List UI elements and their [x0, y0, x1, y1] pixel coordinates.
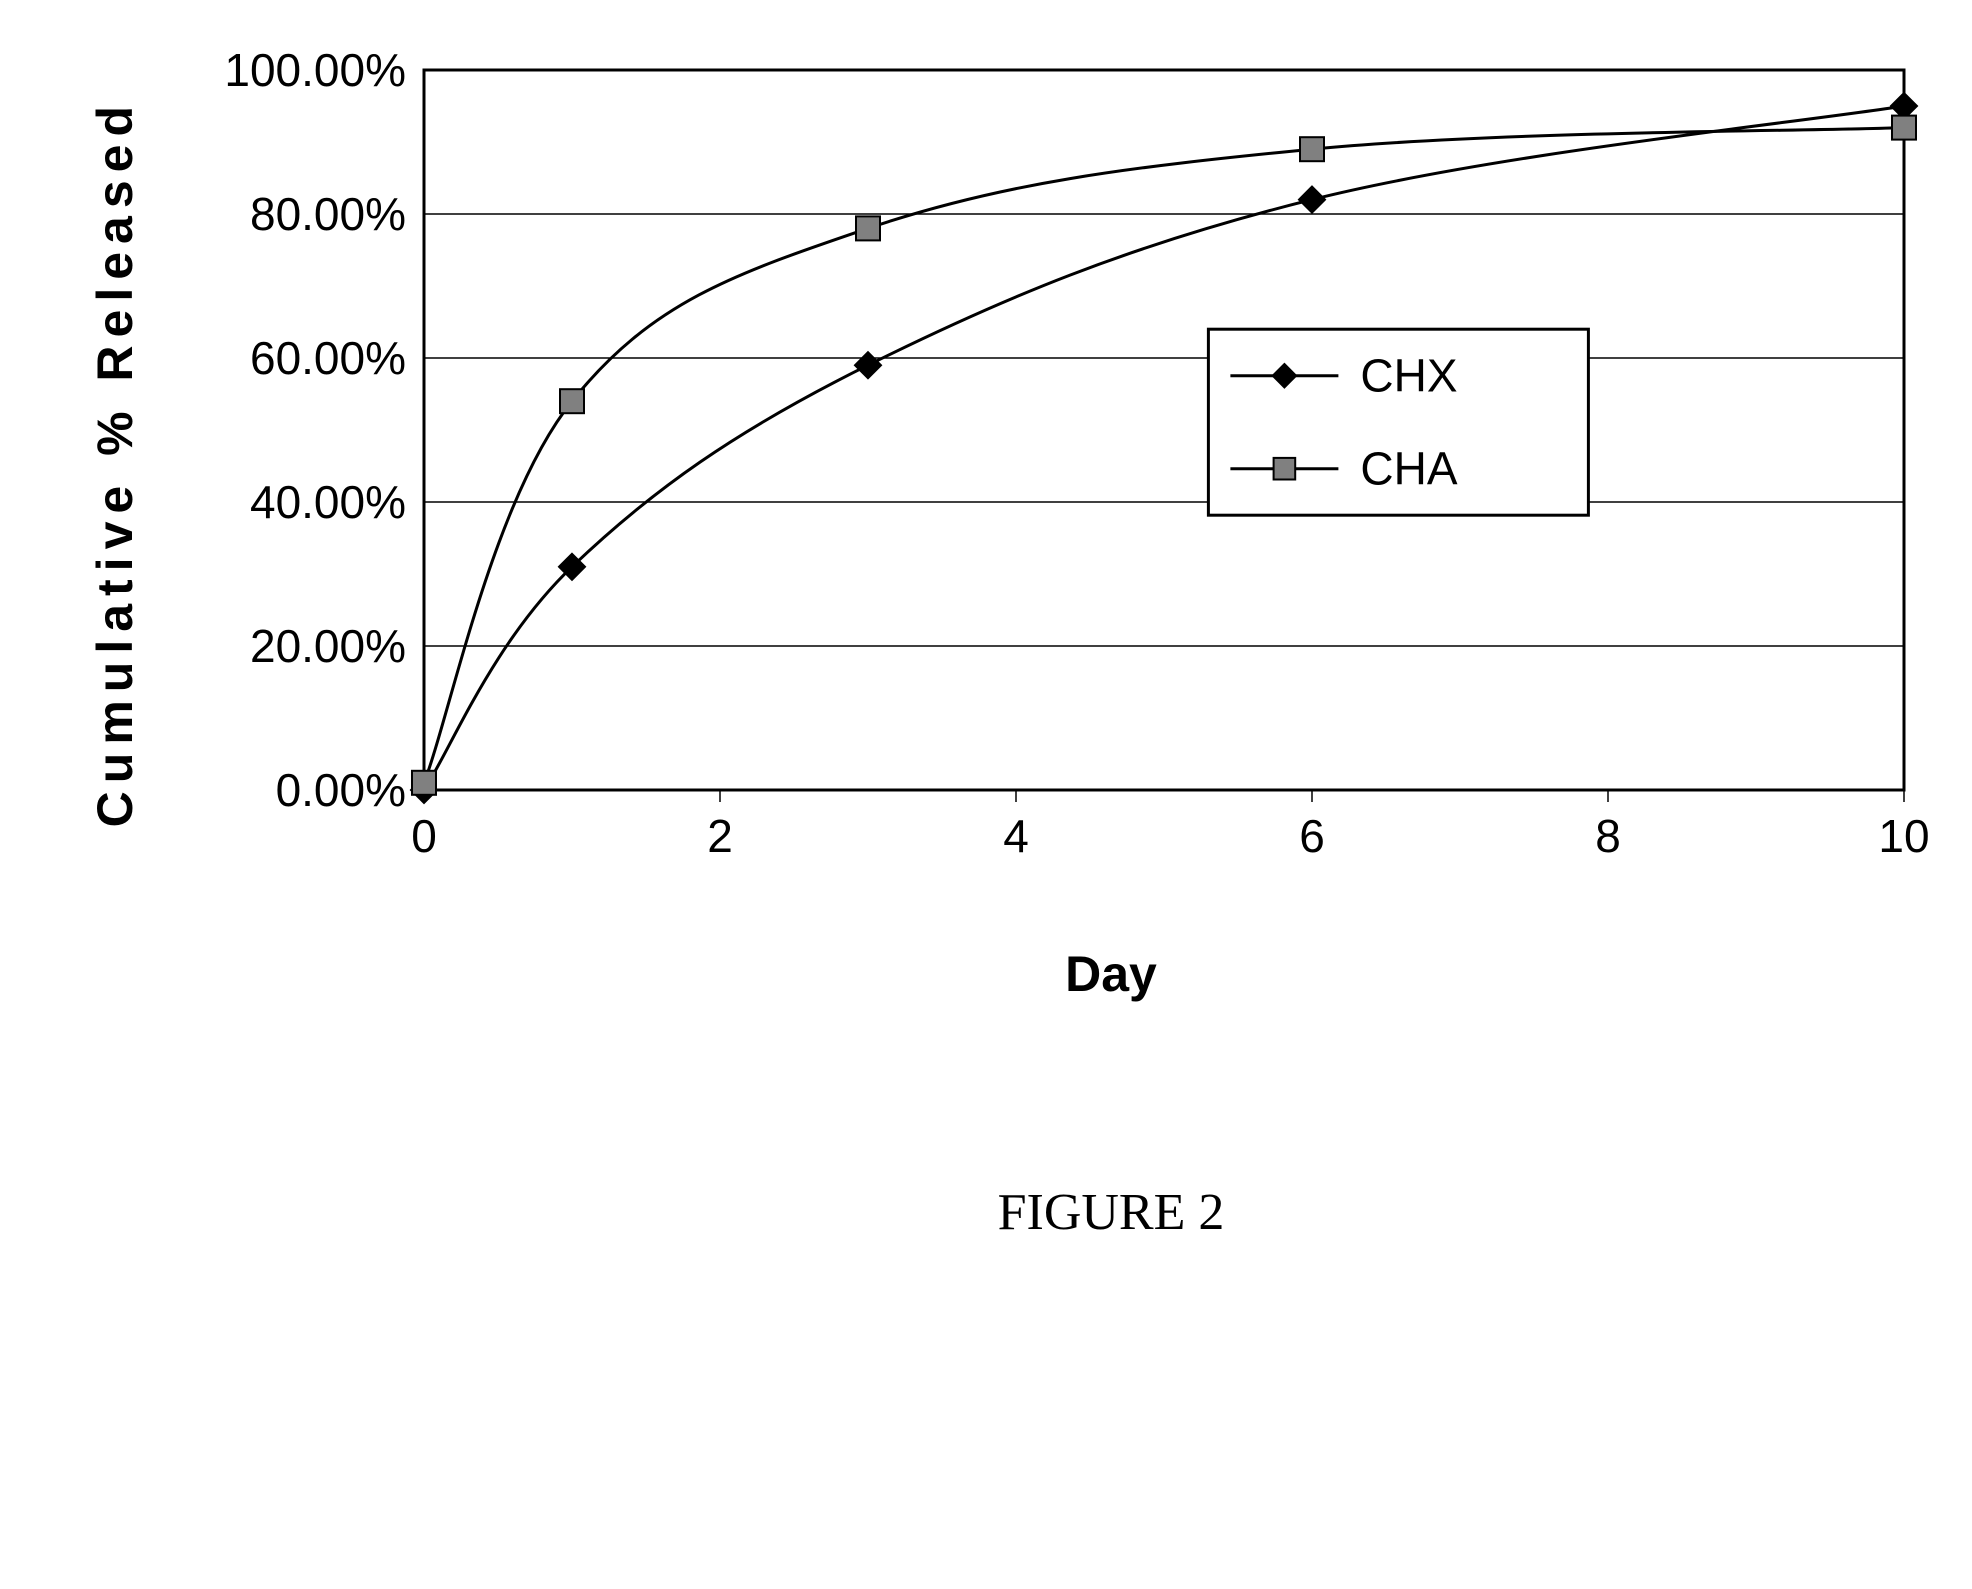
svg-text:2: 2 [707, 810, 733, 862]
svg-text:CHX: CHX [1360, 350, 1457, 402]
svg-text:6: 6 [1299, 810, 1325, 862]
x-axis-label: Day [336, 945, 1886, 1003]
svg-text:80.00%: 80.00% [250, 188, 406, 240]
svg-text:10: 10 [1878, 810, 1929, 862]
svg-text:60.00%: 60.00% [250, 332, 406, 384]
y-axis-label: Cumulative % Released [86, 98, 144, 827]
chart-svg: 0.00% 20.00% 40.00% 60.00% 80.00% 100.00% 0 2 4 6… [164, 40, 1934, 880]
chart-container: Cumulative % Released 0.00% 20.00% 40.00% 6… [86, 40, 1886, 1242]
figure-caption: FIGURE 2 [336, 1183, 1886, 1242]
svg-text:0.00%: 0.00% [276, 764, 406, 816]
svg-text:40.00%: 40.00% [250, 476, 406, 528]
svg-text:20.00%: 20.00% [250, 620, 406, 672]
svg-text:8: 8 [1595, 810, 1621, 862]
svg-text:CHA: CHA [1360, 443, 1457, 495]
chart-body: 0.00% 20.00% 40.00% 60.00% 80.00% 100.00% 0 2 4 6… [164, 40, 1934, 885]
svg-text:4: 4 [1003, 810, 1029, 862]
svg-text:100.00%: 100.00% [224, 44, 406, 96]
svg-text:0: 0 [411, 810, 437, 862]
